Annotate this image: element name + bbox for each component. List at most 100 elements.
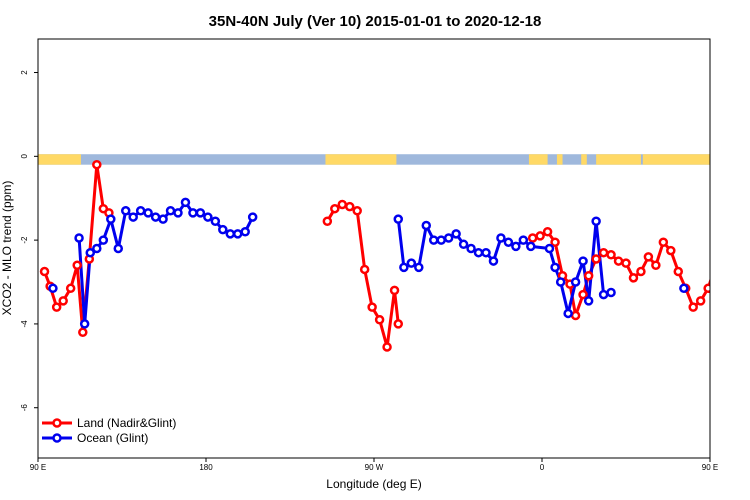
data-point-land [570,310,581,321]
data-point-ocean [240,226,250,237]
data-point-ocean [399,262,409,273]
data-point-ocean [421,220,432,231]
data-point-ocean [165,206,176,216]
data-point-ocean [488,256,499,266]
data-point-ocean [740,237,747,244]
x-tick-label: 90 E [30,463,46,472]
data-point-land [72,260,82,271]
y-tick-label: 0 [20,154,29,159]
data-point-land [643,252,654,262]
data-point-ocean [414,262,424,273]
land-ocean-mask [38,154,710,165]
data-point-ocean [473,247,484,258]
data-point-land [606,250,616,260]
legend-label: Ocean (Glint) [77,431,148,445]
data-point-land [393,319,404,329]
data-point-ocean [598,289,609,300]
chart-title: 35N-40N July (Ver 10) 2015-01-01 to 2020… [209,13,542,30]
data-point-ocean [210,216,221,227]
data-point-ocean [92,243,102,254]
data-point-ocean [406,258,417,268]
land-mask-segment [596,154,641,165]
data-point-ocean [232,229,243,239]
data-point-ocean [451,229,461,239]
data-point-ocean [158,214,168,224]
data-point-ocean [79,319,90,329]
data-point-ocean [570,277,581,287]
data-point-land [703,283,710,294]
data-point-ocean [180,197,191,208]
legend: Land (Nadir&Glint)Ocean (Glint) [42,416,176,445]
y-tick-label: 2 [20,70,29,75]
data-point-land [527,233,538,243]
data-point-land [542,226,553,237]
data-point-ocean [511,241,521,252]
data-point-land [535,231,545,241]
data-point-land [374,314,385,325]
data-point-ocean [591,216,601,227]
data-point-land [598,247,609,258]
data-point-land [666,245,676,256]
data-point-land [746,209,750,216]
data-point-land [591,254,601,264]
data-point-land [352,206,362,216]
data-point-ocean [150,212,161,222]
data-point-ocean [458,239,469,250]
y-tick-label: -4 [20,320,29,328]
x-axis-label: Longitude (deg E) [326,477,421,491]
x-tick-label: 180 [199,463,213,472]
land-mask-segment [325,154,397,165]
data-point-ocean [128,212,138,222]
data-point-ocean [48,283,58,294]
data-point-land [367,302,377,312]
series-line-ocean [718,211,750,324]
data-point-ocean [120,206,131,216]
data-point-land [51,302,62,312]
y-tick-label: -2 [20,236,29,244]
data-point-ocean [443,233,454,243]
data-point-land [92,159,102,170]
land-mask-segment [556,154,563,165]
x-tick-label: 90 W [365,463,384,472]
data-point-ocean [173,208,183,218]
data-point-land [725,255,732,262]
data-point-ocean [143,208,153,218]
x-tick-label: 0 [540,463,545,472]
data-point-ocean [436,235,446,245]
series-line-ocean [396,219,612,315]
data-point-land [58,296,68,306]
data-point-land [322,216,333,227]
data-point-land [78,327,88,338]
data-point-ocean [578,256,588,266]
data-point-ocean [606,287,616,298]
data-point-ocean [113,243,124,254]
data-point-land [382,342,392,352]
legend-marker [52,433,62,443]
data-point-ocean [203,212,213,222]
data-point-land [583,270,594,281]
data-point-ocean [720,320,727,327]
data-point-land [718,329,725,336]
data-point-ocean [106,214,116,224]
data-point-ocean [679,283,689,294]
x-tick-label: 90 E [702,463,718,472]
x-axis-ticks: 90 E 180 90 W 0 90 E [30,458,718,472]
data-point-ocean [195,208,206,218]
data-point-land [39,266,50,277]
data-point-land [621,258,631,268]
series-points [39,159,750,352]
data-point-ocean [555,277,566,287]
data-point-ocean [550,262,560,273]
data-point-ocean [428,235,439,245]
data-point-ocean [247,212,258,222]
legend-label: Land (Nadir&Glint) [77,416,176,430]
data-point-land [359,264,370,275]
data-point-ocean [98,235,109,245]
data-point-land [550,237,560,247]
data-point-land [658,237,669,247]
data-point-ocean [496,233,506,243]
data-point-land [65,283,76,294]
y-axis-label: XCO2 - MLO trend (ppm) [0,181,14,316]
data-point-ocean [583,296,594,306]
